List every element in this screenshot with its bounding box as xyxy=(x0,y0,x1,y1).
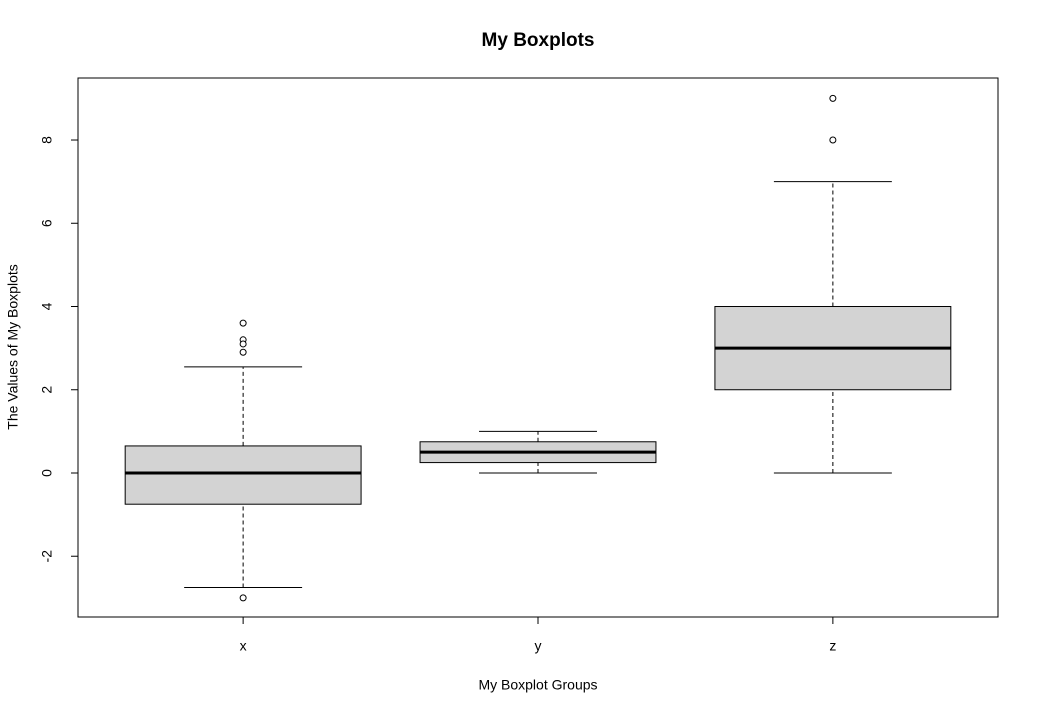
y-tick-label: -2 xyxy=(39,550,55,563)
x-tick-label: y xyxy=(535,638,542,654)
outlier xyxy=(239,594,247,602)
outlier xyxy=(239,348,247,356)
outlier xyxy=(239,319,247,327)
x-axis-title: My Boxplot Groups xyxy=(478,677,597,693)
chart-title: My Boxplots xyxy=(482,30,595,51)
box xyxy=(124,445,362,505)
y-tick-label: 8 xyxy=(39,136,55,144)
y-axis-title: The Values of My Boxplots xyxy=(5,264,21,429)
y-tick-label: 0 xyxy=(39,469,55,477)
y-tick-label: 6 xyxy=(39,219,55,227)
outlier xyxy=(239,340,247,348)
x-tick-label: x xyxy=(240,638,247,654)
y-tick-label: 2 xyxy=(39,386,55,394)
outlier xyxy=(829,94,837,102)
y-tick-label: 4 xyxy=(39,302,55,310)
x-tick-label: z xyxy=(829,638,836,654)
outlier xyxy=(829,136,837,144)
